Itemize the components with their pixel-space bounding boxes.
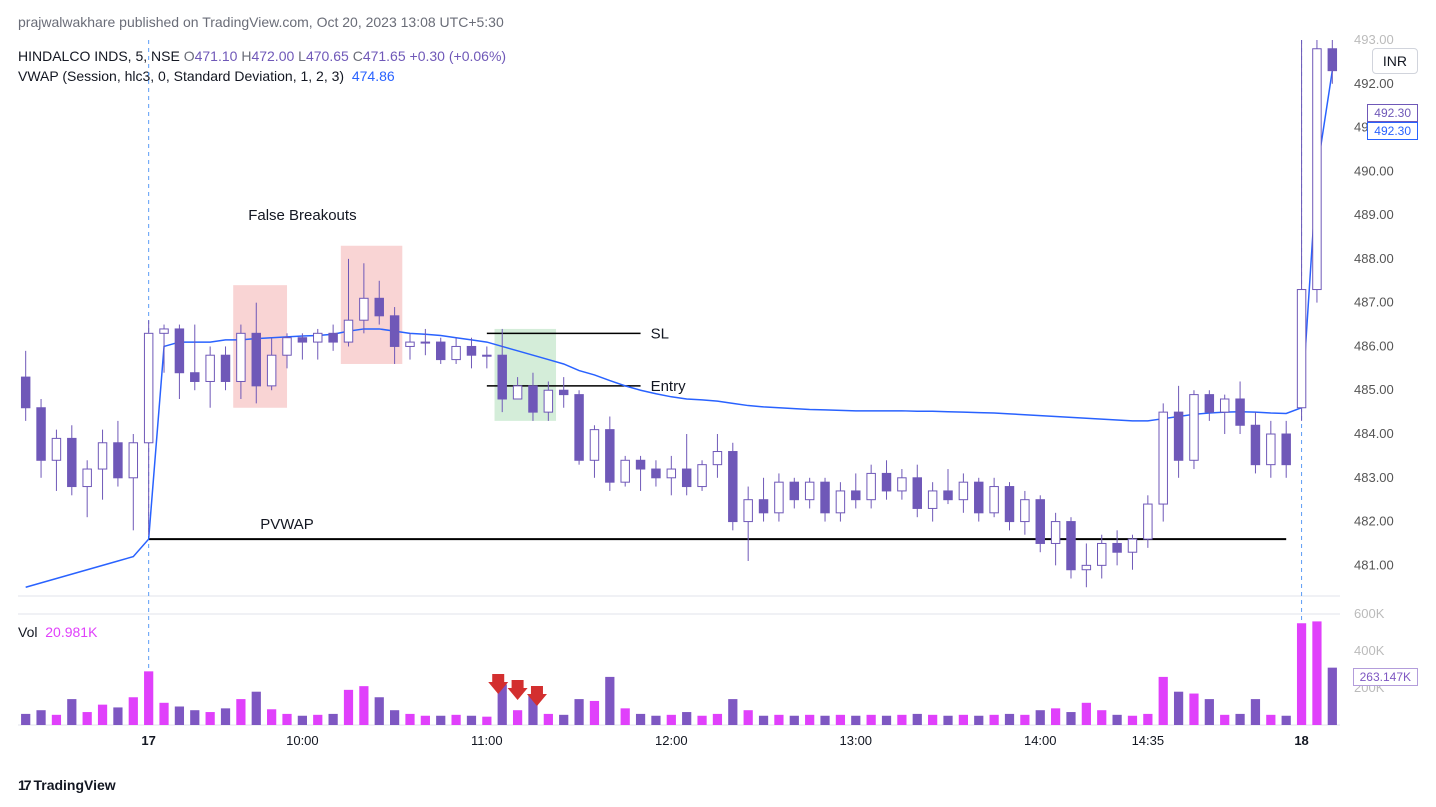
svg-text:14:35: 14:35 (1132, 733, 1165, 748)
price-tag: 492.30 (1367, 122, 1418, 140)
svg-text:484.00: 484.00 (1354, 426, 1394, 441)
svg-text:600K: 600K (1354, 606, 1385, 621)
volume-legend: Vol 20.981K (18, 624, 97, 640)
currency-badge[interactable]: INR (1372, 48, 1418, 74)
vol-label: Vol (18, 624, 37, 640)
svg-text:400K: 400K (1354, 643, 1385, 658)
svg-text:PVWAP: PVWAP (260, 516, 314, 533)
svg-text:485.00: 485.00 (1354, 382, 1394, 397)
svg-text:483.00: 483.00 (1354, 470, 1394, 485)
tv-icon: 17 (18, 777, 30, 793)
svg-text:489.00: 489.00 (1354, 207, 1394, 222)
svg-text:SL: SL (651, 325, 669, 342)
svg-text:492.00: 492.00 (1354, 76, 1394, 91)
vol-value: 20.981K (45, 624, 97, 640)
svg-text:17: 17 (141, 733, 155, 748)
price-tag: 492.30 (1367, 104, 1418, 122)
svg-text:487.00: 487.00 (1354, 295, 1394, 310)
svg-text:12:00: 12:00 (655, 733, 688, 748)
svg-text:11:00: 11:00 (471, 733, 503, 748)
chart-svg[interactable]: 481.00 482.00 483.00 484.00 485.00 486.00 487.… (0, 0, 1436, 807)
svg-text:Entry: Entry (651, 378, 687, 395)
svg-text:14:00: 14:00 (1024, 733, 1057, 748)
svg-text:486.00: 486.00 (1354, 338, 1394, 353)
svg-text:482.00: 482.00 (1354, 514, 1394, 529)
svg-text:490.00: 490.00 (1354, 163, 1394, 178)
tradingview-logo: 17 TradingView (18, 777, 116, 793)
svg-text:10:00: 10:00 (286, 733, 319, 748)
svg-text:481.00: 481.00 (1354, 557, 1394, 572)
tv-label: TradingView (33, 777, 115, 793)
svg-text:13:00: 13:00 (840, 733, 873, 748)
svg-text:488.00: 488.00 (1354, 251, 1394, 266)
svg-text:493.00: 493.00 (1354, 32, 1394, 47)
volume-tag: 263.147K (1353, 668, 1418, 686)
svg-text:18: 18 (1294, 733, 1308, 748)
svg-text:False Breakouts: False Breakouts (248, 207, 356, 224)
